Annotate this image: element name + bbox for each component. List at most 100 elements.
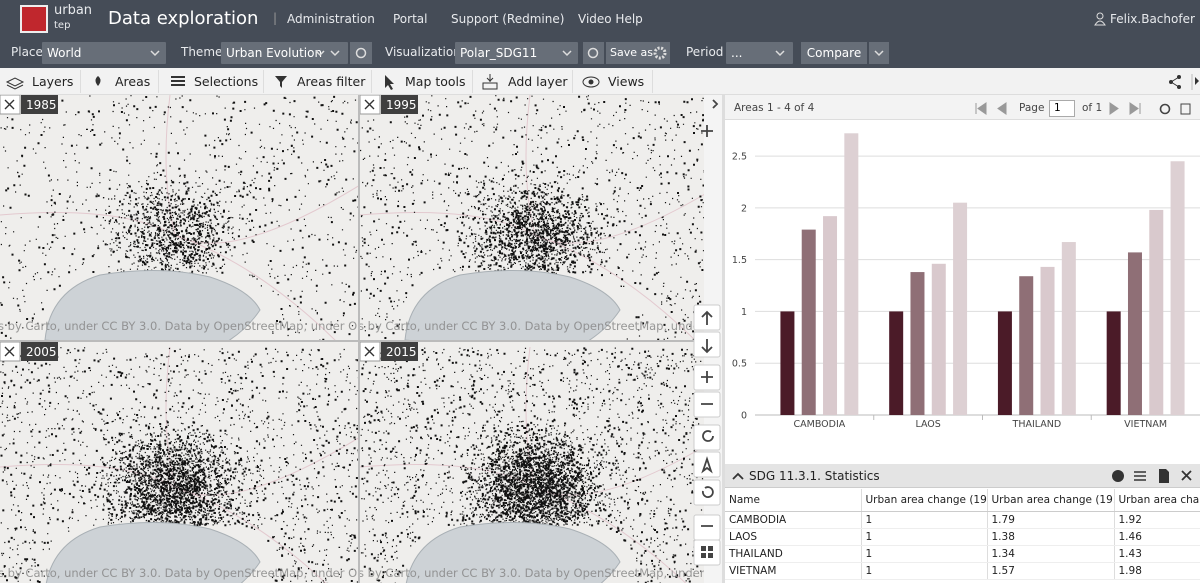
statistics-table: Name Urban area change (19… Urban area cha…: [725, 489, 1200, 580]
y-tick-label: 0: [741, 411, 747, 422]
table-cell: 1: [861, 562, 988, 580]
bar: [823, 216, 838, 415]
logo-icon[interactable]: [20, 5, 48, 33]
x-tick-label: CAMBODIA: [793, 419, 845, 430]
record-count: Areas 1 - 4 of 4: [734, 102, 815, 114]
nav-link[interactable]: Support (Redmine): [451, 12, 565, 26]
visualization-select[interactable]: Polar_SDG11: [455, 42, 578, 64]
bar: [931, 263, 946, 415]
bar: [1149, 209, 1164, 415]
road: [0, 346, 358, 583]
separator: [263, 70, 264, 93]
toolbar-item[interactable]: Areas: [115, 74, 151, 89]
refresh-button[interactable]: [350, 42, 372, 64]
compare-dropdown[interactable]: [869, 42, 889, 64]
map-control[interactable]: [693, 514, 721, 541]
nav-link[interactable]: Video Help: [578, 12, 643, 26]
column-header: Urban area change (19…: [861, 489, 988, 512]
logo-text: urban: [54, 3, 93, 18]
year-label: 2015: [386, 345, 417, 359]
compare-button[interactable]: Compare: [801, 42, 867, 64]
toolbar-item[interactable]: Areas filter: [297, 74, 366, 89]
collapse-icon[interactable]: [730, 468, 750, 484]
table-cell: 1.98: [1114, 562, 1200, 580]
filter-label: Period: [686, 45, 724, 59]
refresh-button[interactable]: [583, 42, 604, 64]
urban-footprint: [360, 95, 722, 340]
x-tick-label: THAILAND: [1012, 419, 1062, 430]
toolbar-item[interactable]: Views: [608, 74, 645, 89]
table-cell: 1.46: [1114, 528, 1200, 546]
user-name[interactable]: Felix.Bachofer: [1110, 12, 1195, 26]
map-area[interactable]: s by Carto, under CC BY 3.0. Data by Ope…: [0, 95, 722, 583]
header-row: Name Urban area change (19… Urban area cha…: [725, 489, 1200, 512]
close-icon: [4, 99, 15, 110]
nav-link[interactable]: Portal: [393, 12, 428, 26]
column-header: Urban area change (19…: [987, 489, 1115, 512]
separator: [371, 70, 372, 93]
map-control[interactable]: [693, 539, 721, 566]
y-tick-label: 2: [741, 203, 747, 214]
close-icon: [4, 346, 15, 357]
control-icons: [701, 99, 719, 527]
bar: [1040, 266, 1055, 415]
toolbar-item[interactable]: Add layer: [508, 74, 568, 89]
toolbar-item[interactable]: Selections: [194, 74, 259, 89]
page-total: of 1: [1082, 102, 1103, 114]
map-tile[interactable]: s by Carto, under CC BY 3.0. Data by Ope…: [358, 342, 722, 583]
separator: [572, 70, 573, 93]
page-input[interactable]: 1: [1049, 100, 1075, 117]
filter-label: Theme: [181, 45, 223, 59]
x-tick-label: VIETNAM: [1124, 419, 1167, 430]
table-cell: 1: [861, 528, 988, 546]
map-control[interactable]: [693, 424, 721, 451]
map-attribution: s by Carto, under CC BY 3.0. Data by Ope…: [358, 319, 722, 333]
bar: [910, 272, 925, 415]
bar-chart: 0 0.5 1 1.5 2 2.5 CAMBODIA LAOS THAILAND VIETNAM: [732, 133, 1200, 430]
table-cell: 1.79: [987, 511, 1115, 529]
theme-select[interactable]: Urban Evolution: [221, 42, 348, 64]
bar: [780, 311, 795, 415]
save-button[interactable]: Save as: [606, 42, 670, 64]
year-label: 1995: [386, 98, 417, 112]
table-cell: 1.57: [987, 562, 1115, 580]
map-attribution: s by Carto, under CC BY 3.0. Data by Ope…: [358, 566, 722, 580]
table-cell: THAILAND: [725, 545, 862, 563]
column-header: Name: [725, 489, 862, 512]
logo-text: tep: [54, 20, 71, 31]
bar: [953, 202, 968, 415]
table-cell: LAOS: [725, 528, 862, 546]
bar: [1127, 252, 1142, 415]
table-cell: 1.92: [1114, 511, 1200, 529]
table-row: THAILAND 1 1.34 1.43: [725, 545, 1200, 563]
map-control[interactable]: [693, 479, 721, 506]
lake: [45, 521, 261, 583]
place-select[interactable]: World: [42, 42, 166, 64]
year-label: 1985: [26, 98, 57, 112]
year-badge: [21, 342, 58, 361]
pager-icons: [975, 102, 1191, 115]
map-attribution: s by Carto, under CC BY 3.0. Data by Ope…: [0, 319, 380, 333]
bar: [844, 133, 859, 416]
filter-label: Place: [11, 45, 43, 59]
separator: [80, 70, 81, 93]
period-select[interactable]: ...: [726, 42, 793, 64]
map-tile[interactable]: s by Carto, under CC BY 3.0. Data by Ope…: [358, 95, 722, 355]
map-control[interactable]: [693, 451, 721, 478]
toolbar: [0, 68, 1200, 95]
toolbar-icons: [5, 74, 1199, 90]
y-tick-label: 1: [741, 307, 747, 318]
column-header: Urban area chang: [1114, 489, 1200, 512]
toolbar-item[interactable]: Layers: [32, 74, 74, 89]
statistics-icons: [1112, 469, 1192, 483]
table-row: CAMBODIA 1 1.79 1.92: [725, 511, 1200, 529]
nav-link[interactable]: Administration: [287, 12, 375, 26]
map-tile[interactable]: s by Carto, under CC BY 3.0. Data by Ope…: [0, 342, 380, 583]
separator: [652, 70, 653, 93]
page-label: Page: [1019, 102, 1045, 114]
lake: [44, 269, 261, 340]
toolbar-item[interactable]: Map tools: [405, 74, 466, 89]
lake: [404, 269, 621, 340]
map-tile[interactable]: s by Carto, under CC BY 3.0. Data by Ope…: [0, 95, 380, 355]
